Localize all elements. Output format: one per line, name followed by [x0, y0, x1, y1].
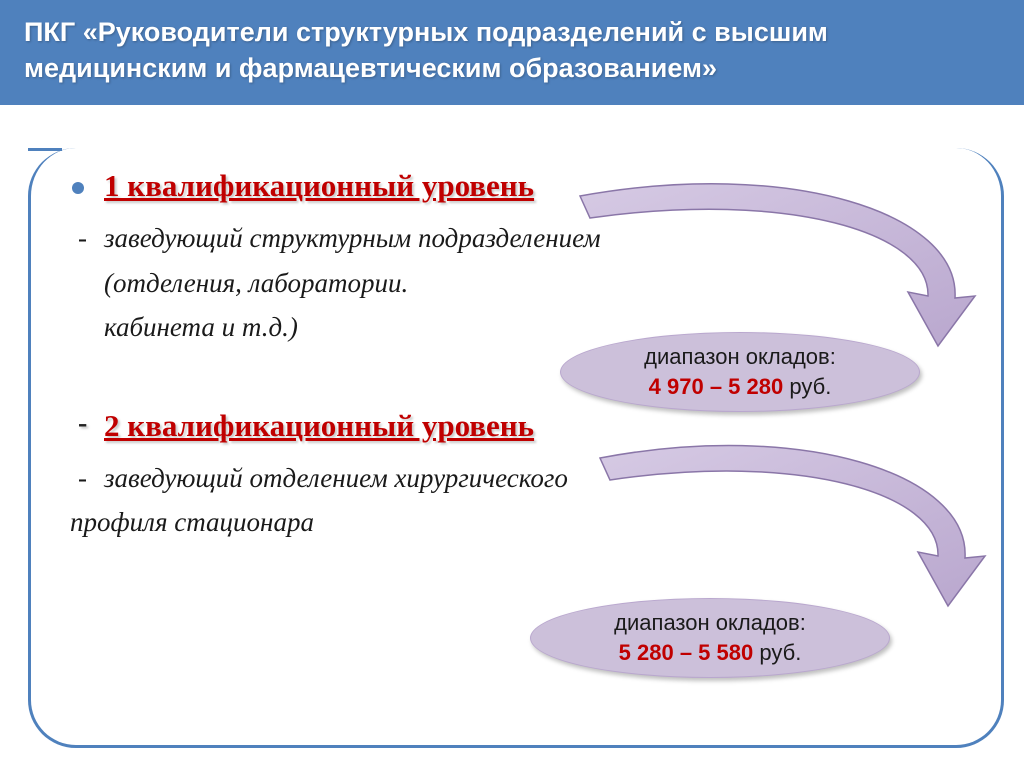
callout-2: диапазон окладов: 5 280 – 5 580 руб.	[530, 598, 890, 678]
callout-1-range: 4 970 – 5 280	[649, 374, 784, 399]
callout-2-range: 5 280 – 5 580	[619, 640, 754, 665]
slide-header: ПКГ «Руководители структурных подразделе…	[0, 0, 1024, 105]
callout-2-range-row: 5 280 – 5 580 руб.	[619, 638, 802, 668]
frame-decoration	[28, 148, 62, 151]
callout-1-label: диапазон окладов:	[644, 342, 836, 372]
callout-1-range-row: 4 970 – 5 280 руб.	[649, 372, 832, 402]
slide-title: ПКГ «Руководители структурных подразделе…	[24, 17, 828, 83]
callout-2-label: диапазон окладов:	[614, 608, 806, 638]
callout-2-rub: руб.	[753, 640, 801, 665]
callout-1-rub: руб.	[783, 374, 831, 399]
callout-1: диапазон окладов: 4 970 – 5 280 руб.	[560, 332, 920, 412]
